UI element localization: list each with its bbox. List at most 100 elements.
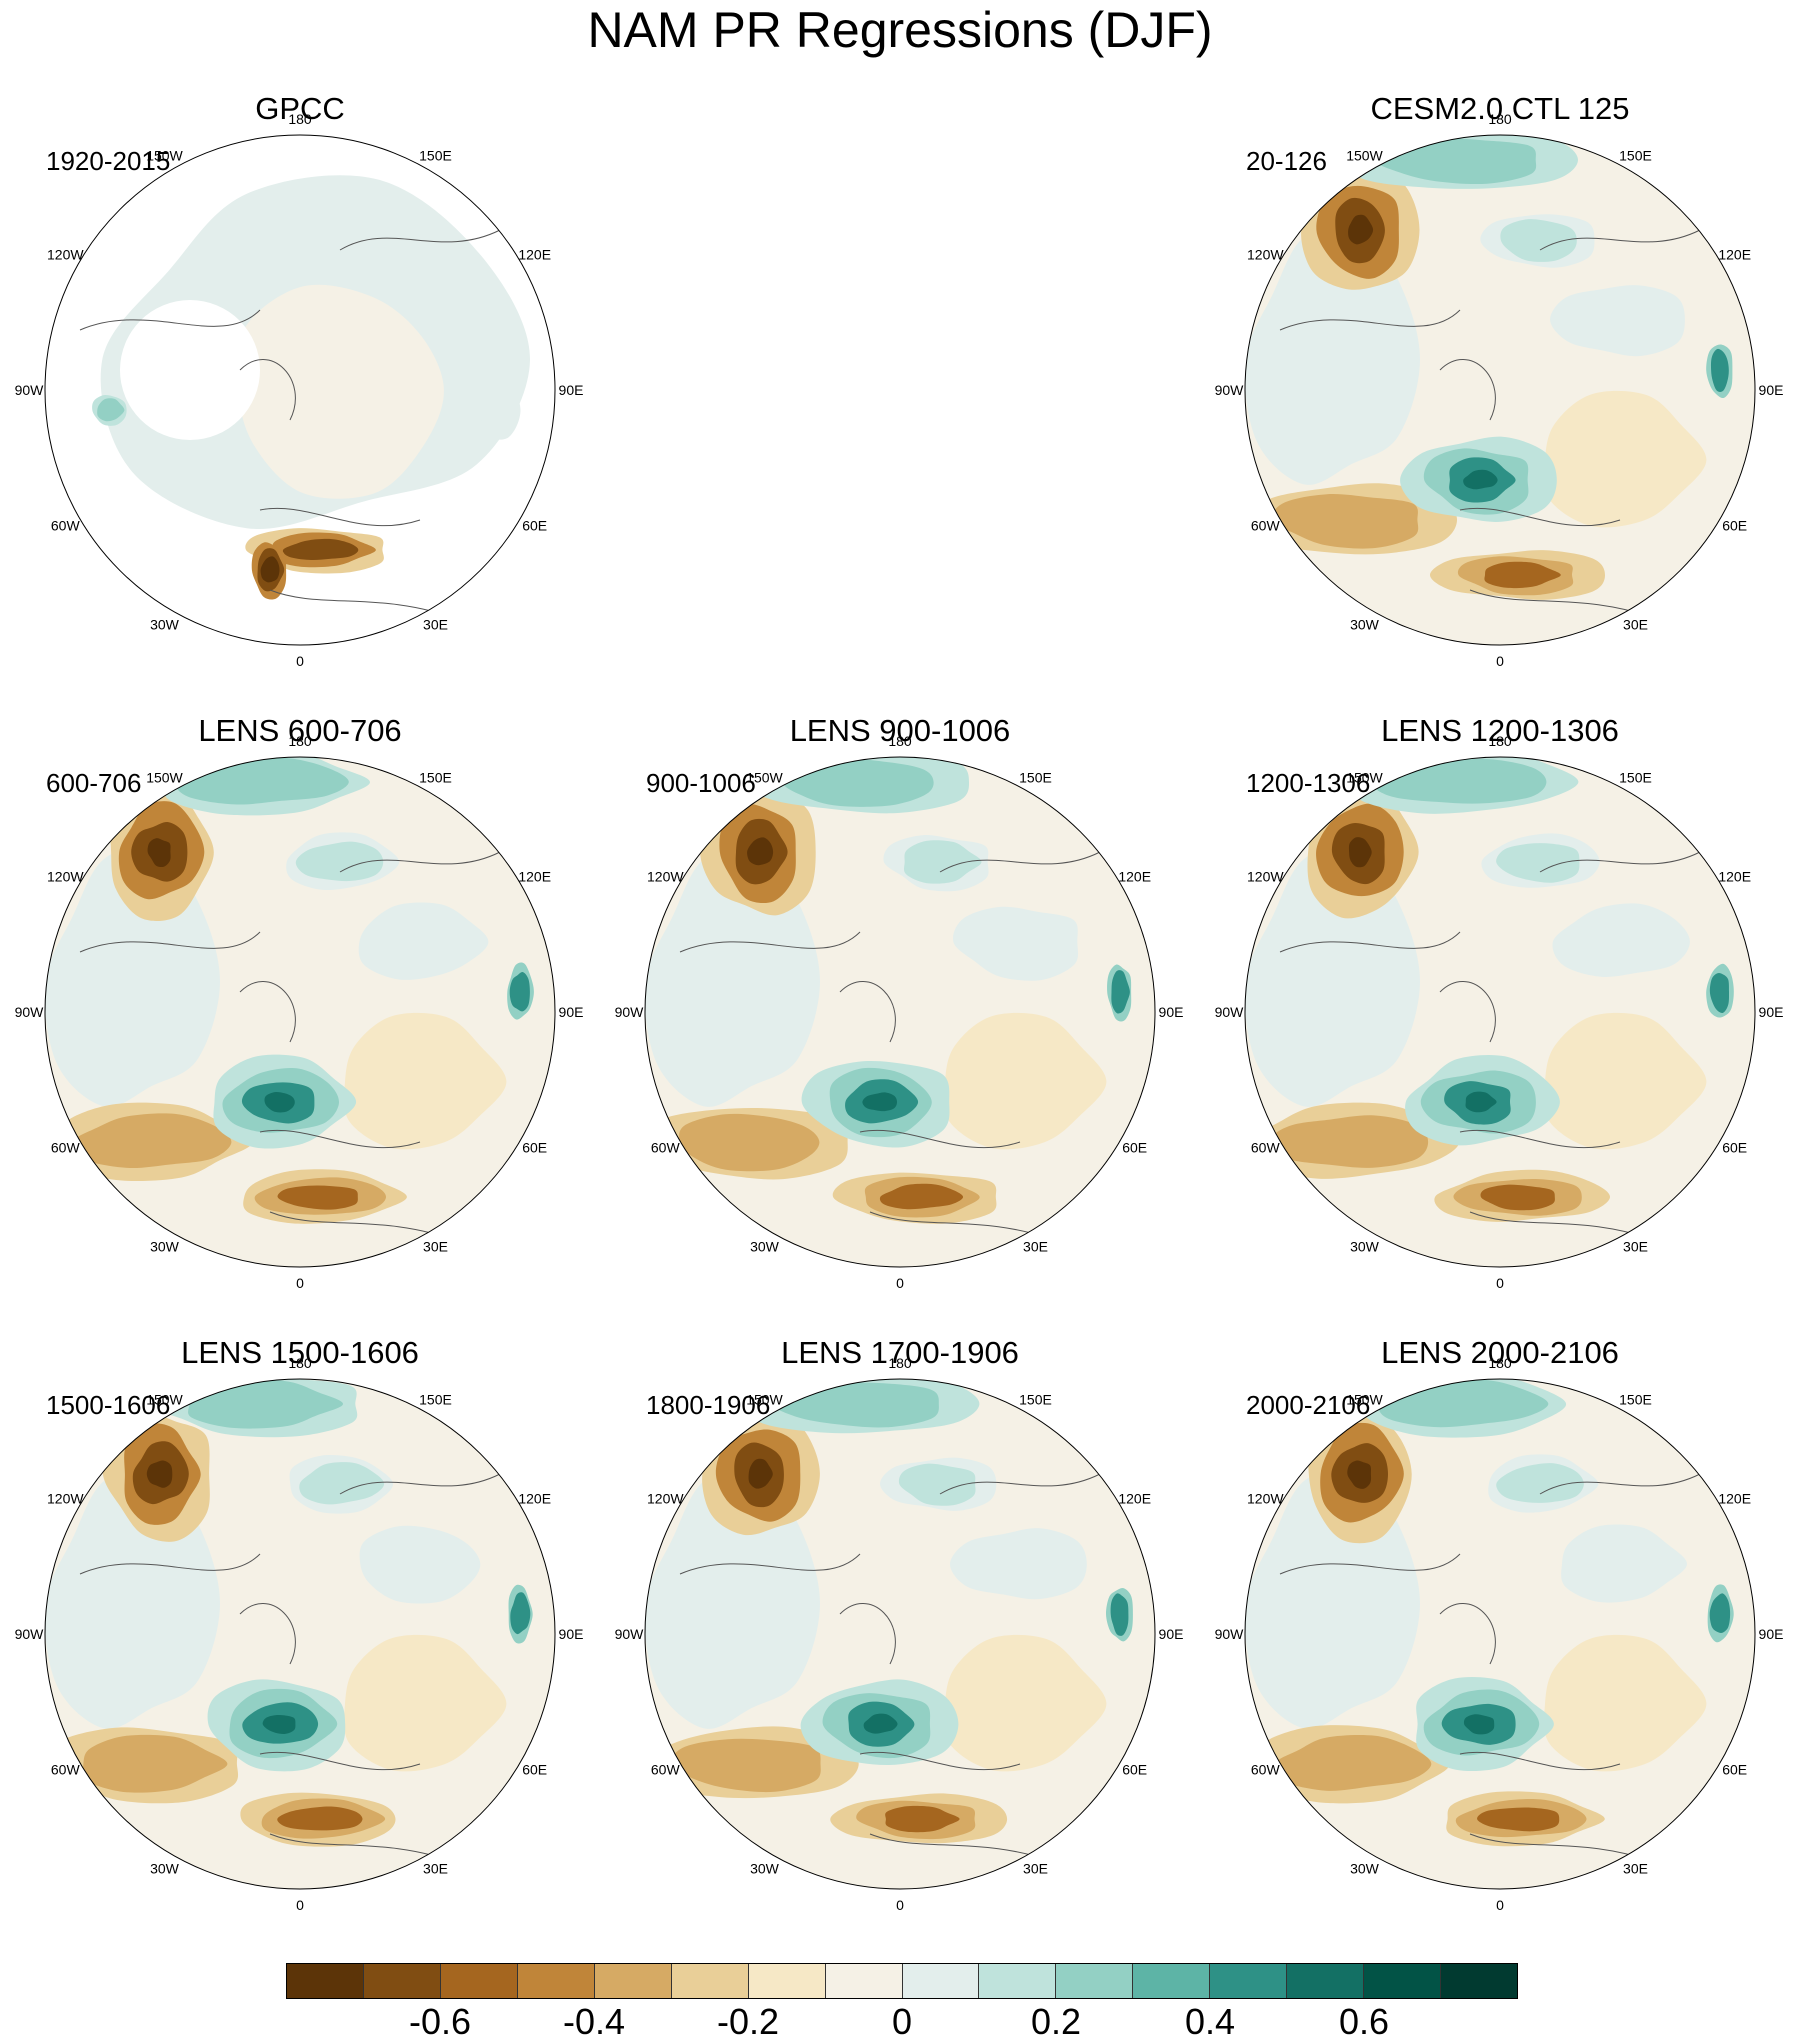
lon-label-60e: 60E: [1722, 1762, 1747, 1778]
panel-lens-600: LENS 600-706 600-706 180 150E 120E 90E 60E 30…: [0, 712, 600, 1312]
lon-label-0: 0: [296, 1897, 304, 1913]
polar-map: 180 150E 120E 90E 60E 30E 0 30W 60W 90W 120W 150W: [1215, 733, 1784, 1291]
north-atlantic-wet-core: [1463, 1714, 1495, 1735]
coastline: [1439, 981, 1496, 1043]
siberia-wet-patch: [358, 902, 489, 980]
coastline: [939, 1473, 1101, 1495]
atlantic-dry-band: [1271, 494, 1419, 549]
lon-label-0: 0: [1496, 653, 1504, 669]
east-pacific-wet: [1496, 843, 1580, 883]
siberia-wet-patch: [1552, 903, 1690, 977]
siberia-wet-patch: [1561, 1524, 1688, 1603]
colorbar-tick-label: 0.4: [1184, 2001, 1236, 2042]
panel-title: LENS 1500-1606: [181, 1335, 419, 1370]
map-border: [1244, 756, 1756, 1268]
siberia-wet-patch: [359, 1525, 481, 1604]
colorbar-box: [1441, 1964, 1517, 1998]
lon-label-150e: 150E: [419, 1391, 452, 1407]
colorbar-box: [1210, 1964, 1288, 1998]
east-pacific-wet: [295, 841, 384, 882]
map-border: [644, 756, 1156, 1268]
coastline: [1539, 229, 1701, 251]
colorbar-tick-label: 0.6: [1338, 2001, 1390, 2042]
lon-label-0: 0: [896, 1275, 904, 1291]
coastline: [239, 981, 296, 1043]
east-pacific-wet: [898, 1463, 976, 1506]
lon-label-90w: 90W: [615, 1004, 645, 1020]
lon-label-120e: 120E: [1118, 1491, 1151, 1507]
lon-label-120w: 120W: [47, 869, 84, 885]
lon-label-60e: 60E: [1122, 1140, 1147, 1156]
coastline: [239, 359, 296, 421]
pacific-north-wet-band: [188, 1379, 344, 1429]
lon-label-90w: 90W: [15, 382, 45, 398]
lon-label-120e: 120E: [1718, 1491, 1751, 1507]
eurasia-dry-field: [343, 1012, 507, 1150]
coastline: [1539, 851, 1701, 873]
lon-label-180: 180: [1488, 1355, 1512, 1371]
panel-gpcc: GPCC 1920-2015 180 150E 120E 90E 60E 30E 0 30W 6…: [0, 90, 600, 690]
north-atlantic-wet-core: [264, 1091, 295, 1113]
eurasia-dry-field: [943, 1012, 1107, 1150]
coastline: [859, 1129, 1021, 1149]
panel-title: LENS 1200-1306: [1381, 713, 1619, 748]
lon-label-0: 0: [896, 1897, 904, 1913]
colorbar-box: [363, 1964, 441, 1998]
lon-label-150e: 150E: [419, 147, 452, 163]
lon-label-150e: 150E: [1019, 1391, 1052, 1407]
atlantic-dry-band: [1268, 1115, 1429, 1168]
asia-wet-patch: [479, 381, 521, 440]
lon-label-120e: 120E: [1718, 247, 1751, 263]
north-america-wet: [97, 398, 125, 422]
aleutian-low-anomaly: [1348, 214, 1374, 245]
lon-label-150w: 150W: [1346, 769, 1383, 785]
lon-label-0: 0: [1496, 1897, 1504, 1913]
panel-period: 600-706: [46, 768, 142, 798]
north-atlantic-wet-core: [262, 1714, 296, 1734]
lon-label-180: 180: [288, 733, 312, 749]
lon-label-90w: 90W: [1215, 382, 1245, 398]
lon-label-90e: 90E: [559, 1004, 584, 1020]
lon-label-90e: 90E: [1159, 1004, 1184, 1020]
polar-map: 180 150E 120E 90E 60E 30E 0 30W 60W 90W 120W 150W: [615, 1355, 1184, 1913]
lon-label-120w: 120W: [647, 1491, 684, 1507]
colorbar-box: [825, 1964, 903, 1998]
coastline: [839, 1603, 896, 1665]
coastline: [679, 1553, 861, 1575]
polar-map: 180 150E 120E 90E 60E 30E 0 30W 60W 90W 120W 150W: [15, 111, 584, 669]
panel-period: 1500-1606: [46, 1390, 171, 1420]
pacific-north-wet-band: [1371, 758, 1547, 804]
lon-label-60e: 60E: [1722, 518, 1747, 534]
colorbar-box: [287, 1964, 364, 1998]
polar-map: 180 150E 120E 90E 60E 30E 0 30W 60W 90W 120W 150W: [15, 1355, 584, 1913]
lon-label-60e: 60E: [522, 518, 547, 534]
coastline: [239, 1603, 296, 1665]
polar-map: 180 150E 120E 90E 60E 30E 0 30W 60W 90W 120W 150W: [15, 733, 584, 1291]
lon-label-150e: 150E: [1019, 769, 1052, 785]
pacific-wet-field: [645, 1467, 821, 1729]
colorbar-box: [1133, 1964, 1211, 1998]
lon-label-30w: 30W: [750, 1861, 780, 1877]
lon-label-150w: 150W: [746, 1391, 783, 1407]
coastline: [79, 1553, 261, 1575]
lon-label-90w: 90W: [1215, 1626, 1245, 1642]
lon-label-60w: 60W: [1251, 518, 1281, 534]
coastline: [259, 1129, 421, 1149]
aleutian-low-anomaly: [1348, 837, 1372, 868]
lon-label-150e: 150E: [419, 769, 452, 785]
lon-label-150w: 150W: [146, 769, 183, 785]
lon-label-60w: 60W: [51, 1140, 81, 1156]
lon-label-60w: 60W: [651, 1140, 681, 1156]
panel-period: 1920-2015: [46, 146, 171, 176]
lon-label-120e: 120E: [518, 1491, 551, 1507]
lon-label-30w: 30W: [750, 1239, 780, 1255]
siberia-wet-patch: [949, 1528, 1087, 1600]
lon-label-30w: 30W: [1350, 1239, 1380, 1255]
mediterranean-dry-band: [879, 1183, 964, 1210]
lon-label-150w: 150W: [146, 1391, 183, 1407]
himalaya-wet-spot: [510, 1592, 531, 1635]
panel-title: GPCC: [255, 91, 345, 126]
panel-period: 2000-2106: [1246, 1390, 1371, 1420]
lon-label-30w: 30W: [1350, 617, 1380, 633]
lon-label-120w: 120W: [1247, 247, 1284, 263]
